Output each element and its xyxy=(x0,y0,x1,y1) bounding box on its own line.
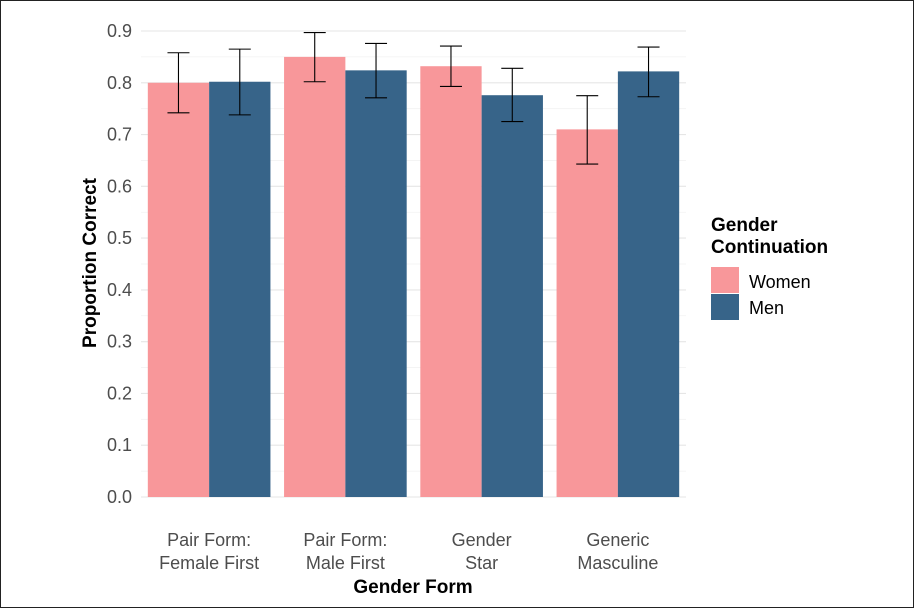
legend-title-line-1: Gender xyxy=(711,215,778,236)
legend-label-men: Men xyxy=(749,298,784,318)
x-axis-title: Gender Form xyxy=(353,577,472,598)
bars xyxy=(147,56,680,498)
y-tick-label: 0.1 xyxy=(107,435,132,455)
y-tick-label: 0.7 xyxy=(107,125,132,145)
y-tick-label: 0.3 xyxy=(107,332,132,352)
y-tick-label: 0.6 xyxy=(107,176,132,196)
y-axis-ticks: 0.0 0.1 0.2 0.3 0.4 0.5 0.6 0.7 0.8 0.9 xyxy=(107,21,132,507)
bar-women xyxy=(147,82,210,498)
x-tick-label: Pair Form: Male First xyxy=(303,530,387,573)
y-tick-label: 0.9 xyxy=(107,21,132,41)
error-bar-men xyxy=(501,67,524,123)
y-tick-label: 0.4 xyxy=(107,280,132,300)
y-tick-label: 0.2 xyxy=(107,383,132,403)
x-tick-label: Pair Form: Female First xyxy=(159,530,259,573)
error-bar-women xyxy=(167,52,190,114)
error-bars xyxy=(167,32,660,165)
error-bar-women xyxy=(303,32,326,83)
bar-men xyxy=(617,71,680,498)
y-axis-title: Proportion Correct xyxy=(80,177,101,348)
x-tick-label: Generic Masculine xyxy=(577,530,658,573)
bar-men xyxy=(345,70,407,498)
bar-women xyxy=(284,56,346,498)
legend-title-line-2: Continuation xyxy=(711,237,828,258)
legend-swatch-women xyxy=(711,267,739,293)
y-tick-label: 0.0 xyxy=(107,487,132,507)
error-bar-women xyxy=(576,95,599,165)
legend: Gender Continuation Women Men xyxy=(711,215,828,320)
legend-label-women: Women xyxy=(749,272,811,292)
x-axis-ticks: Pair Form: Female First Pair Form: Male Fir… xyxy=(159,530,658,573)
bar-men xyxy=(209,81,271,498)
y-tick-label: 0.5 xyxy=(107,228,132,248)
legend-swatch-men xyxy=(711,294,739,320)
error-bar-women xyxy=(439,45,462,87)
bar-women xyxy=(556,129,618,497)
bar-men xyxy=(481,95,543,498)
error-bar-men xyxy=(365,42,388,99)
bar-women xyxy=(420,66,482,497)
error-bar-men xyxy=(637,46,660,98)
y-tick-label: 0.8 xyxy=(107,73,132,93)
error-bar-men xyxy=(228,48,251,116)
x-tick-label: Gender Star xyxy=(452,530,512,573)
